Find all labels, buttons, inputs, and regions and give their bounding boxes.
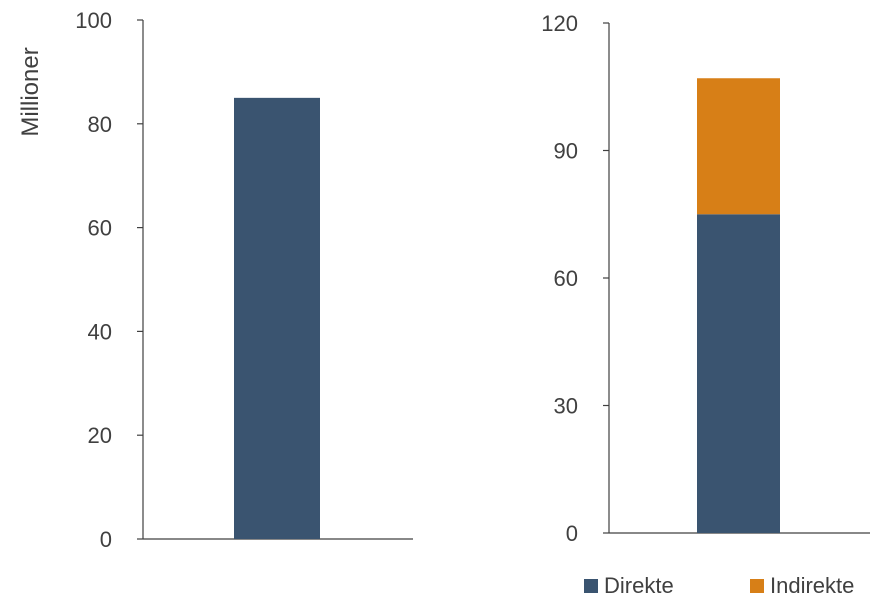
bar-right-direkte [697, 214, 780, 533]
legend-swatch-direkte [584, 579, 598, 593]
y-tick-label-left-5: 100 [75, 8, 112, 33]
y-tick-label-right-0: 0 [566, 521, 578, 546]
legend-label-direkte: Direkte [604, 573, 674, 598]
y-tick-label-left-4: 80 [88, 112, 112, 137]
y-ticks-right: 0 30 60 90 120 [541, 11, 609, 546]
y-tick-label-right-1: 30 [554, 394, 578, 419]
legend-label-indirekte: Indirekte [770, 573, 854, 598]
y-tick-label-left-2: 40 [88, 319, 112, 344]
y-tick-label-right-4: 120 [541, 11, 578, 36]
y-ticks-left: 0 20 40 60 80 100 [75, 8, 143, 552]
y-tick-label-right-3: 90 [554, 139, 578, 164]
bars-right [697, 78, 780, 533]
bars-left [234, 97, 320, 539]
bar-right-indirekte [697, 78, 780, 215]
y-tick-label-left-3: 60 [88, 216, 112, 241]
y-tick-label-left-0: 0 [100, 527, 112, 552]
y-axis-label-left: Millioner [17, 47, 44, 136]
legend: Direkte Indirekte [584, 573, 854, 598]
y-tick-label-left-1: 20 [88, 423, 112, 448]
y-tick-label-right-2: 60 [554, 266, 578, 291]
chart-right: 0 30 60 90 120 [541, 11, 870, 546]
legend-swatch-indirekte [750, 579, 764, 593]
bar-left-direkte [234, 97, 320, 539]
chart-left: Millioner 0 20 40 60 80 100 [17, 8, 413, 552]
